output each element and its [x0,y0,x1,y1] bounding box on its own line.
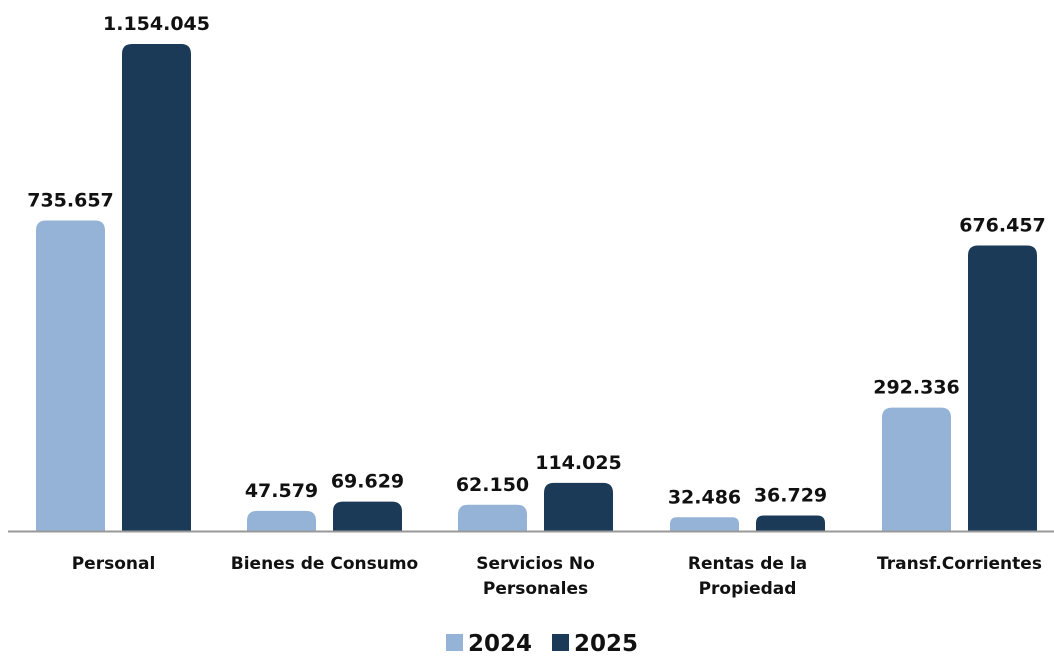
category-label-3: Rentas de la Propiedad [688,554,807,599]
bar-2025-2 [544,482,613,531]
value-label-2025-0: 1.154.045 [103,13,210,35]
value-label-2025-3: 36.729 [754,485,827,507]
value-label-2024-1: 47.579 [245,480,318,502]
value-label-2025-2: 114.025 [535,452,622,474]
category-label-4: Transf.Corrientes [877,554,1042,574]
category-label-1: Bienes de Consumo [231,554,418,574]
value-label-2025-4: 676.457 [959,215,1046,237]
category-labels-group: Personal Bienes de Consumo Servicios No Per… [72,554,1042,599]
legend-label-2025: 2025 [574,631,638,657]
bar-2024-2 [458,504,527,531]
value-label-2025-1: 69.629 [331,471,404,493]
value-label-2024-2: 62.150 [456,474,529,496]
value-label-2024-4: 292.336 [873,377,960,399]
legend-swatch-2025 [552,634,569,651]
bar-2025-1 [333,501,402,531]
bar-2024-1 [247,510,316,531]
legend: 2024 2025 [446,631,638,657]
bar-2024-3 [670,517,739,531]
bar-2025-3 [756,515,825,531]
category-label-2: Servicios No Personales [476,554,595,599]
bar-2024-4 [882,407,951,531]
value-label-2024-0: 735.657 [27,190,114,212]
value-labels-group: 735.657 47.579 62.150 32.486 292.336 1.154.04… [27,13,1046,508]
bar-2025-0 [122,44,191,531]
bar-2024-0 [36,220,105,532]
value-label-2024-3: 32.486 [668,486,741,508]
legend-swatch-2024 [446,634,463,651]
legend-label-2024: 2024 [468,631,532,657]
bars-group [36,44,1037,532]
category-label-0: Personal [72,554,156,574]
bar-2025-4 [968,245,1037,531]
